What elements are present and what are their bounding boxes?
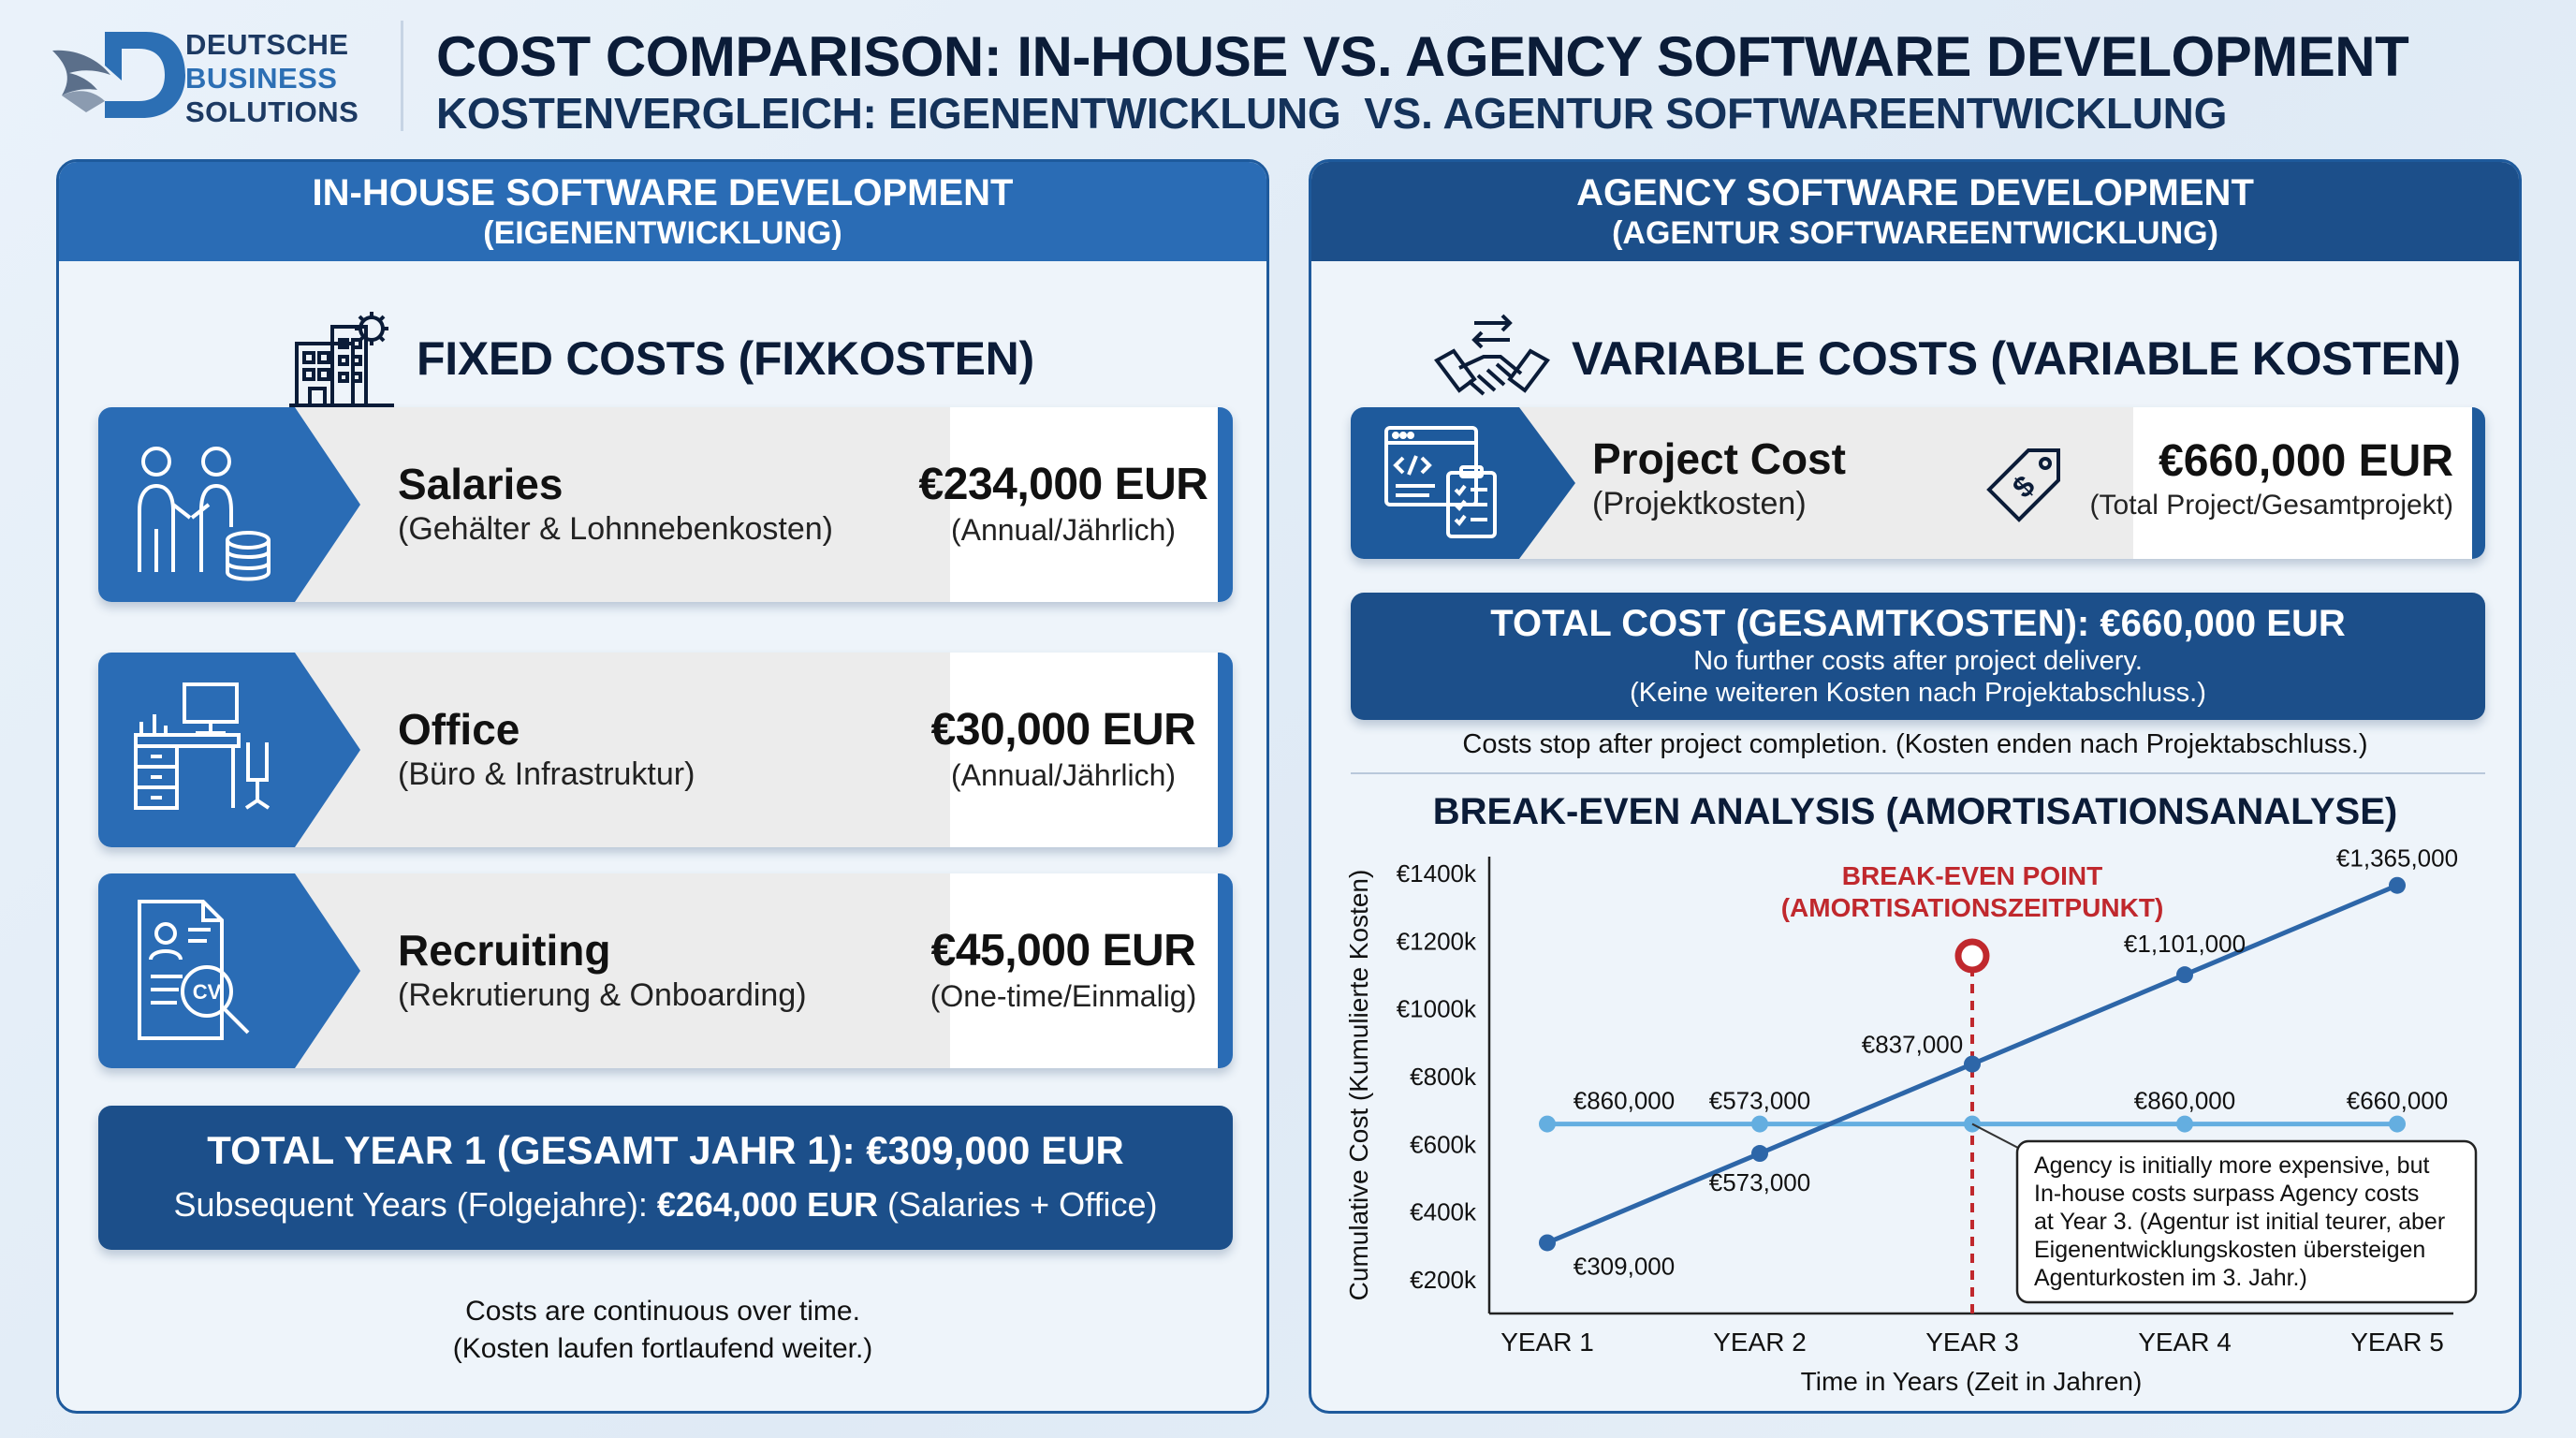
office-building-gear-icon (289, 312, 394, 407)
agency-data-point (2389, 1115, 2406, 1133)
inhouse-header-en: IN-HOUSE SOFTWARE DEVELOPMENT (312, 172, 1014, 213)
agency-data-label: €660,000 (2347, 1087, 2448, 1115)
inhouse-total-title: TOTAL YEAR 1 (GESAMT JAHR 1): €309,000 E… (207, 1128, 1124, 1172)
break-even-label: BREAK-EVEN POINT (1842, 861, 2102, 890)
people-coins-icon (138, 447, 271, 581)
y-tick-label: €600k (1410, 1130, 1477, 1158)
agency-data-point (2176, 1115, 2193, 1133)
agency-data-label: €573,000 (1709, 1087, 1810, 1115)
project-cost-sublabel: (Projektkosten) (1592, 486, 1807, 521)
inhouse-data-point (1964, 1055, 1981, 1073)
inhouse-data-label: €837,000 (1862, 1031, 1963, 1059)
inhouse-data-label: €1,365,000 (2336, 844, 2458, 873)
office-period: (Annual/Jährlich) (950, 758, 1177, 792)
project-cost-period: (Total Project/Gesamtprojekt) (2089, 490, 2453, 521)
salaries-label: Salaries (398, 460, 564, 508)
x-axis-label: Time in Years (Zeit in Jahren) (1801, 1367, 2143, 1396)
y-tick-label: €1000k (1397, 995, 1477, 1023)
page-subtitle: KOSTENVERGLEICH: EIGENENTWICKLUNG VS. AG… (436, 89, 2228, 138)
x-tick-label: YEAR 5 (2350, 1328, 2444, 1357)
annotation-text: Eigenentwicklungskosten übersteigen (2034, 1237, 2425, 1263)
break-even-chart: €200k €400k €600k €800k €1000k €1200k €1400k YE… (1344, 844, 2478, 1396)
y-tick-label: €400k (1410, 1198, 1477, 1226)
agency-total-box: TOTAL COST (GESAMTKOSTEN): €660,000 EUR … (1351, 593, 2485, 720)
x-tick-label: YEAR 3 (1925, 1328, 2019, 1357)
annotation-text: Agenturkosten im 3. Jahr.) (2034, 1265, 2307, 1291)
inhouse-data-point (1539, 1234, 1556, 1252)
recruiting-label: Recruiting (398, 926, 611, 975)
salaries-period: (Annual/Jährlich) (950, 513, 1177, 547)
agency-data-point (1539, 1115, 1556, 1133)
inhouse-total-box: TOTAL YEAR 1 (GESAMT JAHR 1): €309,000 E… (98, 1106, 1233, 1250)
agency-data-label: €860,000 (2134, 1087, 2235, 1115)
y-axis-label: Cumulative Cost (Kumulierte Kosten) (1344, 870, 1373, 1301)
inhouse-data-point (2176, 966, 2193, 984)
inhouse-data-point (2389, 876, 2406, 894)
project-cost-card: Project Cost (Projektkosten) $ €660,000 … (1351, 407, 2485, 559)
x-tick-label: YEAR 1 (1500, 1328, 1594, 1357)
agency-total-line-de: (Keine weiteren Kosten nach Projektabsch… (1630, 678, 2206, 708)
fixed-costs-title: FIXED COSTS (FIXKOSTEN) (417, 332, 1034, 385)
recruiting-period: (One-time/Einmalig) (929, 979, 1197, 1013)
annotation-box (2015, 1139, 2478, 1304)
office-sublabel: (Büro & Infrastruktur) (398, 756, 695, 792)
annotation-text: at Year 3. (Agentur ist initial teurer, … (2034, 1209, 2445, 1235)
project-cost-label: Project Cost (1592, 434, 1846, 483)
agency-total-line-en: No further costs after project delivery. (1693, 646, 2143, 676)
annotation-text: In-house costs surpass Agency costs (2034, 1181, 2419, 1207)
price-tag-icon: $ (1986, 448, 2060, 522)
agency-header-de: (AGENTUR SOFTWAREENTWICKLUNG) (1612, 215, 2218, 251)
project-cost-value: €660,000 EUR (2159, 436, 2453, 486)
inhouse-header-de: (EIGENENTWICKLUNG) (483, 215, 842, 251)
recruiting-card: CV Recruiting (Rekrutierung & Onboarding… (98, 873, 1233, 1068)
cv-text: CV (193, 980, 222, 1004)
agency-panel-header: AGENCY SOFTWARE DEVELOPMENT (AGENTUR SOF… (1311, 162, 2519, 261)
variable-costs-heading: VARIABLE COSTS (VARIABLE KOSTEN) (1431, 302, 2461, 415)
inhouse-note: Costs are continuous over time. (Kosten … (452, 1296, 873, 1364)
variable-costs-title: VARIABLE COSTS (VARIABLE KOSTEN) (1572, 332, 2461, 385)
office-card: Office (Büro & Infrastruktur) €30,000 EU… (98, 653, 1233, 847)
inhouse-subsequent-years: Subsequent Years (Folgejahre): €264,000 … (173, 1185, 1158, 1224)
chart-title: BREAK-EVEN ANALYSIS (AMORTISATIONSANALYS… (1432, 791, 2398, 832)
agency-data-label: €860,000 (1573, 1087, 1675, 1115)
y-tick-label: €200k (1410, 1266, 1477, 1294)
agency-note: Costs stop after project completion. (Ko… (1462, 729, 2368, 759)
office-label: Office (398, 705, 520, 754)
agency-header-en: AGENCY SOFTWARE DEVELOPMENT (1576, 172, 2254, 213)
inhouse-data-label: €573,000 (1709, 1168, 1810, 1196)
y-tick-label: €1200k (1397, 927, 1477, 955)
handshake-arrows-icon (1434, 314, 1550, 396)
break-even-marker (1954, 938, 1990, 974)
office-value: €30,000 EUR (930, 705, 1196, 755)
x-tick-label: YEAR 4 (2138, 1328, 2232, 1357)
recruiting-value: €45,000 EUR (930, 926, 1196, 976)
y-tick-label: €800k (1410, 1063, 1477, 1091)
salaries-sublabel: (Gehälter & Lohnnebenkosten) (398, 511, 833, 547)
office-desk-icon (134, 682, 271, 810)
y-tick-label: €1400k (1397, 859, 1477, 888)
annotation-text: Agency is initially more expensive, but (2034, 1152, 2429, 1179)
agency-panel: AGENCY SOFTWARE DEVELOPMENT (AGENTUR SOF… (1309, 159, 2522, 1414)
inhouse-data-label: €309,000 (1573, 1252, 1675, 1280)
recruiting-sublabel: (Rekrutierung & Onboarding) (398, 977, 807, 1013)
page-title: COST COMPARISON: IN-HOUSE VS. AGENCY SOF… (436, 25, 2409, 88)
inhouse-data-label: €1,101,000 (2124, 930, 2246, 958)
header-divider (401, 21, 403, 131)
salaries-card: Salaries (Gehälter & Lohnnebenkosten) €2… (98, 407, 1233, 602)
cv-magnifier-icon: CV (138, 900, 250, 1040)
inhouse-data-point (1751, 1145, 1768, 1163)
x-tick-label: YEAR 2 (1713, 1328, 1807, 1357)
code-checklist-icon (1384, 426, 1497, 538)
agency-total-title: TOTAL COST (GESAMTKOSTEN): €660,000 EUR (1490, 603, 2346, 644)
salaries-value: €234,000 EUR (918, 460, 1208, 509)
brand-name: DEUTSCHE BUSINESS SOLUTIONS (185, 28, 359, 128)
fixed-costs-heading: FIXED COSTS (FIXKOSTEN) (285, 302, 1034, 415)
company-logo-icon (52, 32, 185, 118)
inhouse-panel: IN-HOUSE SOFTWARE DEVELOPMENT (EIGENENTW… (56, 159, 1269, 1414)
inhouse-panel-header: IN-HOUSE SOFTWARE DEVELOPMENT (EIGENENTW… (59, 162, 1266, 261)
section-divider (1351, 772, 2485, 774)
agency-data-point (1751, 1115, 1768, 1133)
break-even-sublabel: (AMORTISATIONSZEITPUNKT) (1781, 893, 2164, 922)
